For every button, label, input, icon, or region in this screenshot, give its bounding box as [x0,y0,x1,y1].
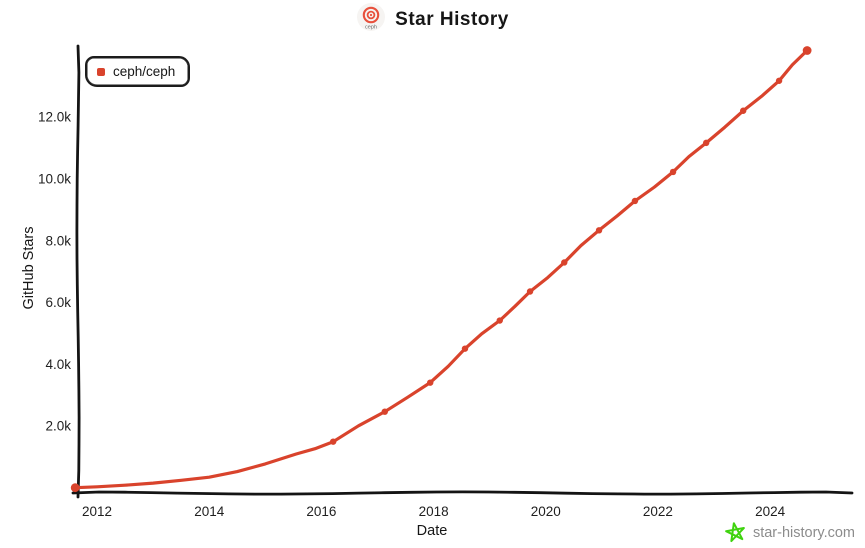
data-point-marker[interactable] [802,46,812,55]
chart-header: ceph Star History [0,2,865,32]
legend-box[interactable]: ceph/ceph [85,56,191,87]
y-tick-label: 12.0k [38,110,71,125]
x-tick-label: 2024 [755,504,786,519]
y-tick-label: 2.0k [45,419,71,434]
x-tick-label: 2014 [194,504,225,519]
x-tick-label: 2016 [306,504,336,519]
data-point-marker[interactable] [739,107,747,114]
data-point-marker[interactable] [329,438,337,445]
watermark-text: star-history.com [752,524,855,541]
data-point-marker[interactable] [381,408,388,415]
star-icon [725,522,745,543]
page-title: Star History [395,9,509,30]
x-tick-label: 2012 [82,504,112,519]
y-axis-line [75,44,81,499]
ceph-logo-icon: ceph [357,3,386,31]
data-point-marker[interactable] [70,483,80,493]
y-axis-title: GitHub Stars [21,227,37,310]
y-tick-label: 6.0k [45,295,71,310]
data-point-marker[interactable] [669,168,677,176]
data-point-marker[interactable] [631,197,639,205]
y-tick-label: 10.0k [38,172,71,187]
ceph-logo-word: ceph [365,25,377,31]
x-tick-label: 2020 [531,504,561,519]
data-point-marker[interactable] [595,227,603,234]
data-point-marker[interactable] [461,345,469,352]
y-tick-label: 4.0k [45,357,71,372]
data-point-marker[interactable] [427,379,434,386]
data-point-marker[interactable] [775,77,783,84]
data-point-marker[interactable] [526,288,534,295]
x-axis-title: Date [417,523,448,539]
series-line[interactable] [73,48,809,490]
x-axis-line [71,490,854,496]
data-point-marker[interactable] [496,317,503,324]
x-tick-label: 2022 [643,504,673,519]
y-tick-label: 8.0k [45,233,71,248]
data-point-marker[interactable] [561,259,568,266]
legend-series-marker-icon [97,67,105,76]
x-tick-label: 2018 [419,504,449,519]
legend-series-label: ceph/ceph [113,64,176,79]
watermark-link[interactable]: star-history.com [725,522,855,543]
data-point-marker[interactable] [702,139,710,147]
